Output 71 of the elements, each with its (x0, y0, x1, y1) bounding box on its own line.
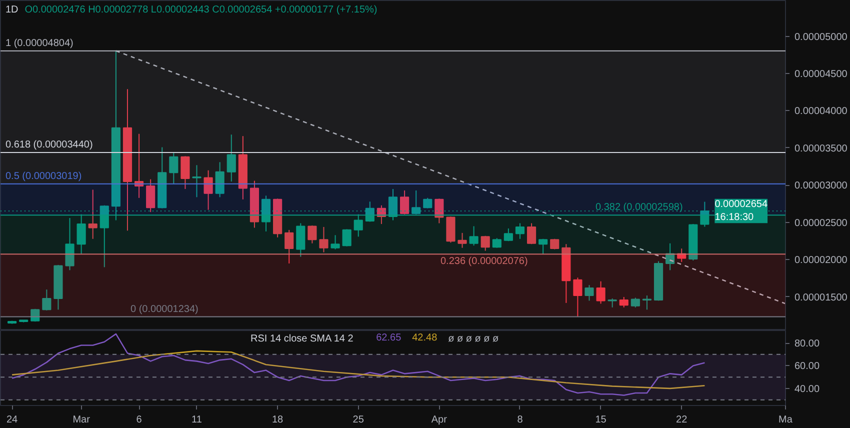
x-tick-label: Apr (431, 414, 448, 426)
ref-line-label: 0.236 (0.00002076) (440, 256, 528, 268)
candlestick (492, 238, 502, 248)
x-tick-label: Mar (72, 414, 91, 426)
candlestick (596, 280, 606, 304)
candlestick (180, 156, 190, 190)
line-series (11, 333, 706, 396)
x-tick-label: 22 (676, 414, 688, 426)
candlestick (42, 289, 52, 311)
candlestick (469, 226, 478, 246)
chart-subtitle: O0.00002476 H0.00002778 L0.00002443 C0.00002654 +0.00000177 (+7.15%) (24, 4, 378, 16)
candlestick (296, 222, 306, 258)
y-tick-label: 0.00001500 (794, 292, 848, 304)
candlestick (204, 170, 213, 210)
y-tick-label: 0.00002000 (794, 255, 848, 266)
x-tick-label: 25 (352, 414, 364, 426)
candlestick (423, 197, 432, 209)
x-tick-label: 6 (136, 414, 142, 426)
candlestick (342, 228, 352, 247)
y-tick-label: 0.00003500 (794, 143, 848, 154)
candlestick (619, 296, 628, 308)
y-tick-label: 0.00004500 (794, 69, 848, 80)
candlestick (284, 229, 294, 264)
annotation: 42.48 (412, 332, 438, 344)
x-tick-label: 8 (517, 414, 524, 426)
candlestick (192, 164, 202, 198)
candlestick (308, 224, 317, 244)
candlestick (458, 232, 467, 248)
candlestick (319, 226, 328, 253)
x-tick-label: 18 (272, 414, 284, 426)
candlestick (480, 235, 490, 252)
annotation: 62.65 (376, 332, 402, 344)
candlestick (146, 178, 156, 213)
y-tick-label: 0.00003000 (794, 180, 848, 192)
y-tick-label: 0.00004000 (794, 106, 848, 118)
y-tick-label: 0.00005000 (794, 32, 848, 43)
ref-line-label: 0 (0.00001234) (130, 304, 198, 315)
candlestick (573, 277, 582, 318)
candlestick (65, 218, 74, 271)
annotation: ø ø ø ø ø ø (448, 334, 499, 344)
candlestick (330, 234, 340, 250)
ref-line-label: 1 (0.00004804) (6, 38, 74, 49)
y-tick-label: 80.00 (794, 338, 820, 350)
x-tick-label: Ma (778, 414, 793, 426)
ref-line-label: 0.382 (0.00002598) (596, 202, 683, 214)
candlestick (446, 216, 456, 244)
candlestick (642, 294, 652, 310)
candlestick (400, 190, 410, 215)
chart-title: 1D (6, 4, 18, 16)
annotation: 0.00002654 16:18:30 (714, 198, 768, 224)
candlestick (434, 198, 444, 224)
candlestick (526, 222, 536, 245)
y-tick-label: 60.00 (794, 361, 820, 372)
ref-line-label: 0.5 (0.00003019) (6, 170, 82, 182)
candlestick (169, 152, 178, 184)
candlestick (226, 134, 236, 182)
x-tick-label: 15 (595, 414, 607, 426)
candlestick (515, 222, 525, 240)
y-tick-label: 0.00002500 (794, 218, 848, 229)
y-tick-label: 40.00 (794, 384, 820, 395)
candlestick (538, 238, 548, 256)
ref-line-label: 0.618 (0.00003440) (6, 139, 93, 150)
candlestick (584, 284, 594, 302)
x-tick-label: 24 (6, 414, 18, 426)
chart-title: RSI 14 close SMA 14 2 (250, 334, 354, 344)
line-series (11, 350, 706, 390)
x-tick-label: 11 (192, 414, 202, 426)
candlestick (630, 297, 640, 308)
candlestick (504, 228, 513, 242)
candlestick (215, 162, 224, 198)
candlestick (88, 189, 98, 240)
